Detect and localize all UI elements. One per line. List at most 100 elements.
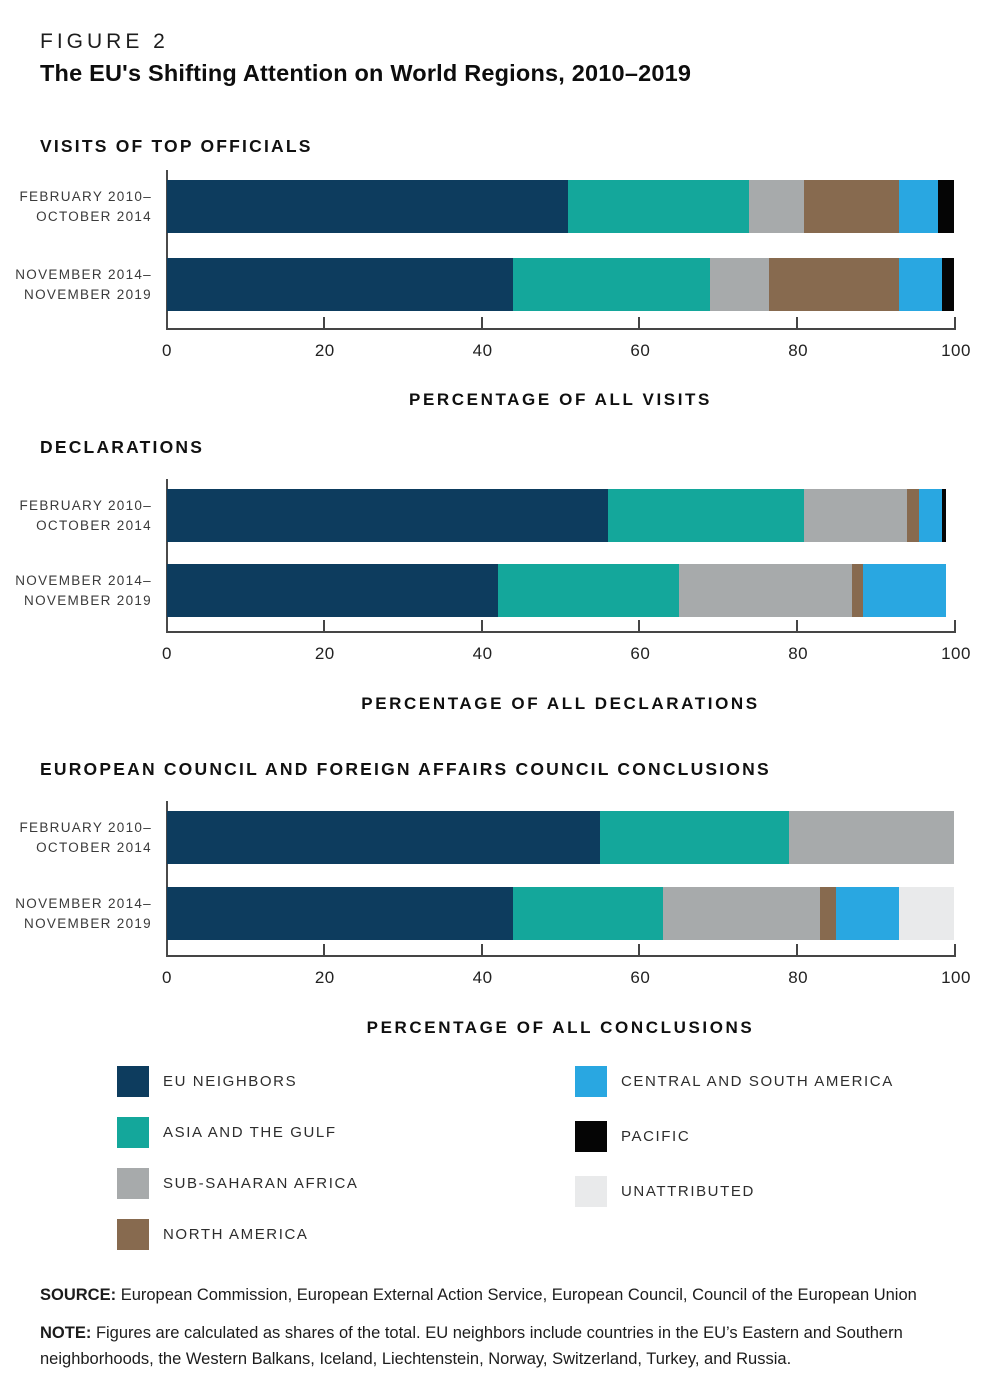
bar-segment-eu-neighbors (167, 258, 514, 311)
legend-swatch-asia-and-the-gulf (117, 1117, 149, 1148)
axis-tick-label: 20 (314, 968, 335, 987)
stacked-bar (167, 180, 954, 233)
bar-segment-eu-neighbors (167, 887, 514, 940)
x-axis: 0 20 40 60 80 100 (162, 317, 970, 360)
row-label-line: FEBRUARY 2010– (19, 498, 152, 513)
axis-tick-label: 40 (472, 644, 493, 663)
bar-segment-sub-saharan-africa (749, 180, 805, 233)
bar-segment-central-and-south-america (918, 489, 943, 542)
axis-tick (954, 620, 956, 633)
y-axis-line (166, 479, 168, 633)
row-label-line: OCTOBER 2014 (36, 518, 152, 534)
legend-swatch-unattributed (575, 1176, 607, 1207)
axis-tick-label: 80 (788, 341, 809, 360)
bar-segment-pacific (938, 180, 954, 233)
x-axis-title: PERCENTAGE OF ALL DECLARATIONS (361, 694, 760, 713)
axis-tick (638, 944, 641, 957)
legend-label: ASIA AND THE GULF (163, 1124, 337, 1141)
y-axis-line (166, 801, 168, 957)
stacked-bar (167, 887, 954, 940)
row-label-line: NOVEMBER 2014– (15, 267, 152, 282)
row-label-line: NOVEMBER 2014– (15, 896, 152, 911)
bar-segment-sub-saharan-africa (788, 811, 954, 864)
row-label-line: NOVEMBER 2019 (24, 916, 152, 932)
row-label-line: FEBRUARY 2010– (19, 189, 152, 204)
axis-tick (954, 944, 956, 957)
legend-swatch-eu-neighbors (117, 1066, 149, 1097)
stacked-bar (167, 258, 954, 311)
note-label: NOTE: (40, 1324, 92, 1342)
axis-tick-label: 0 (162, 644, 172, 663)
legend-item-eu-neighbors: EU NEIGHBORS (117, 1066, 359, 1097)
legend-column-right: CENTRAL AND SOUTH AMERICA PACIFIC UNATTRIB… (575, 1066, 894, 1207)
stacked-bar (167, 811, 954, 864)
bar-segment-eu-neighbors (167, 180, 569, 233)
row-label: FEBRUARY 2010– OCTOBER 2014 (0, 187, 152, 228)
row-label: FEBRUARY 2010– OCTOBER 2014 (0, 818, 152, 859)
x-axis: 0 20 40 60 80 100 (162, 620, 970, 663)
axis-tick (322, 317, 325, 330)
legend-item-asia-and-the-gulf: ASIA AND THE GULF (117, 1117, 359, 1148)
axis-tick-label: 0 (162, 341, 172, 360)
bar-segment-eu-neighbors (167, 811, 600, 864)
axis-tick (322, 620, 325, 633)
note-body: Figures are calculated as shares of the … (40, 1324, 903, 1368)
bar-segment-north-america (906, 489, 919, 542)
stacked-bar (167, 564, 954, 617)
bar-segment-central-and-south-america (835, 887, 899, 940)
axis-tick (322, 944, 325, 957)
bar-segment-north-america (804, 180, 899, 233)
bar-segment-unattributed (898, 887, 954, 940)
bar-segment-sub-saharan-africa (710, 258, 770, 311)
section-heading-conclusions: EUROPEAN COUNCIL AND FOREIGN AFFAIRS COU… (40, 759, 771, 779)
row-label-line: OCTOBER 2014 (36, 840, 152, 856)
axis-tick (480, 317, 483, 330)
legend-column-left: EU NEIGHBORS ASIA AND THE GULF SUB-SAHARAN… (117, 1066, 359, 1250)
bar-segment-asia-and-the-gulf (599, 811, 789, 864)
axis-tick (796, 620, 799, 633)
legend-label: SUB-SAHARAN AFRICA (163, 1175, 359, 1192)
legend-item-sub-saharan-africa: SUB-SAHARAN AFRICA (117, 1168, 359, 1199)
axis-tick-label: 100 (941, 341, 971, 360)
figure-number: FIGURE 2 (40, 30, 169, 53)
x-axis: 0 20 40 60 80 100 (162, 944, 970, 987)
axis-tick (638, 317, 641, 330)
section-heading-visits: VISITS OF TOP OFFICIALS (40, 136, 313, 156)
row-label-line: NOVEMBER 2014– (15, 573, 152, 588)
row-label-line: FEBRUARY 2010– (19, 820, 152, 835)
stacked-bar (167, 489, 954, 542)
bar-segment-north-america (820, 887, 836, 940)
bar-segment-asia-and-the-gulf (607, 489, 805, 542)
source-body: European Commission, European External A… (120, 1286, 917, 1304)
section-heading-declarations: DECLARATIONS (40, 437, 205, 457)
legend-label: PACIFIC (621, 1128, 691, 1145)
bar-segment-asia-and-the-gulf (497, 564, 679, 617)
bar-segment-sub-saharan-africa (662, 887, 821, 940)
axis-tick-label: 80 (788, 644, 809, 663)
legend-swatch-pacific (575, 1121, 607, 1152)
row-label-line: NOVEMBER 2019 (24, 593, 152, 609)
x-axis-title: PERCENTAGE OF ALL CONCLUSIONS (366, 1018, 755, 1037)
axis-tick-label: 60 (630, 341, 651, 360)
axis-tick (954, 317, 956, 330)
axis-tick-label: 20 (314, 644, 335, 663)
axis-tick-label: 100 (941, 644, 971, 663)
axis-tick-label: 40 (472, 968, 493, 987)
legend-label: UNATTRIBUTED (621, 1183, 755, 1200)
legend-item-central-and-south-america: CENTRAL AND SOUTH AMERICA (575, 1066, 894, 1097)
bar-segment-sub-saharan-africa (804, 489, 907, 542)
axis-tick (480, 944, 483, 957)
legend-swatch-sub-saharan-africa (117, 1168, 149, 1199)
axis-tick-label: 80 (788, 968, 809, 987)
legend-label: EU NEIGHBORS (163, 1073, 298, 1090)
axis-tick-label: 60 (630, 644, 651, 663)
row-label: NOVEMBER 2014– NOVEMBER 2019 (0, 571, 152, 612)
legend-swatch-north-america (117, 1219, 149, 1250)
axis-tick-label: 20 (314, 341, 335, 360)
bar-segment-asia-and-the-gulf (513, 887, 663, 940)
source-label: SOURCE: (40, 1286, 117, 1304)
bar-segment-asia-and-the-gulf (513, 258, 711, 311)
legend-label: CENTRAL AND SOUTH AMERICA (621, 1073, 894, 1090)
bar-segment-pacific (942, 489, 947, 542)
